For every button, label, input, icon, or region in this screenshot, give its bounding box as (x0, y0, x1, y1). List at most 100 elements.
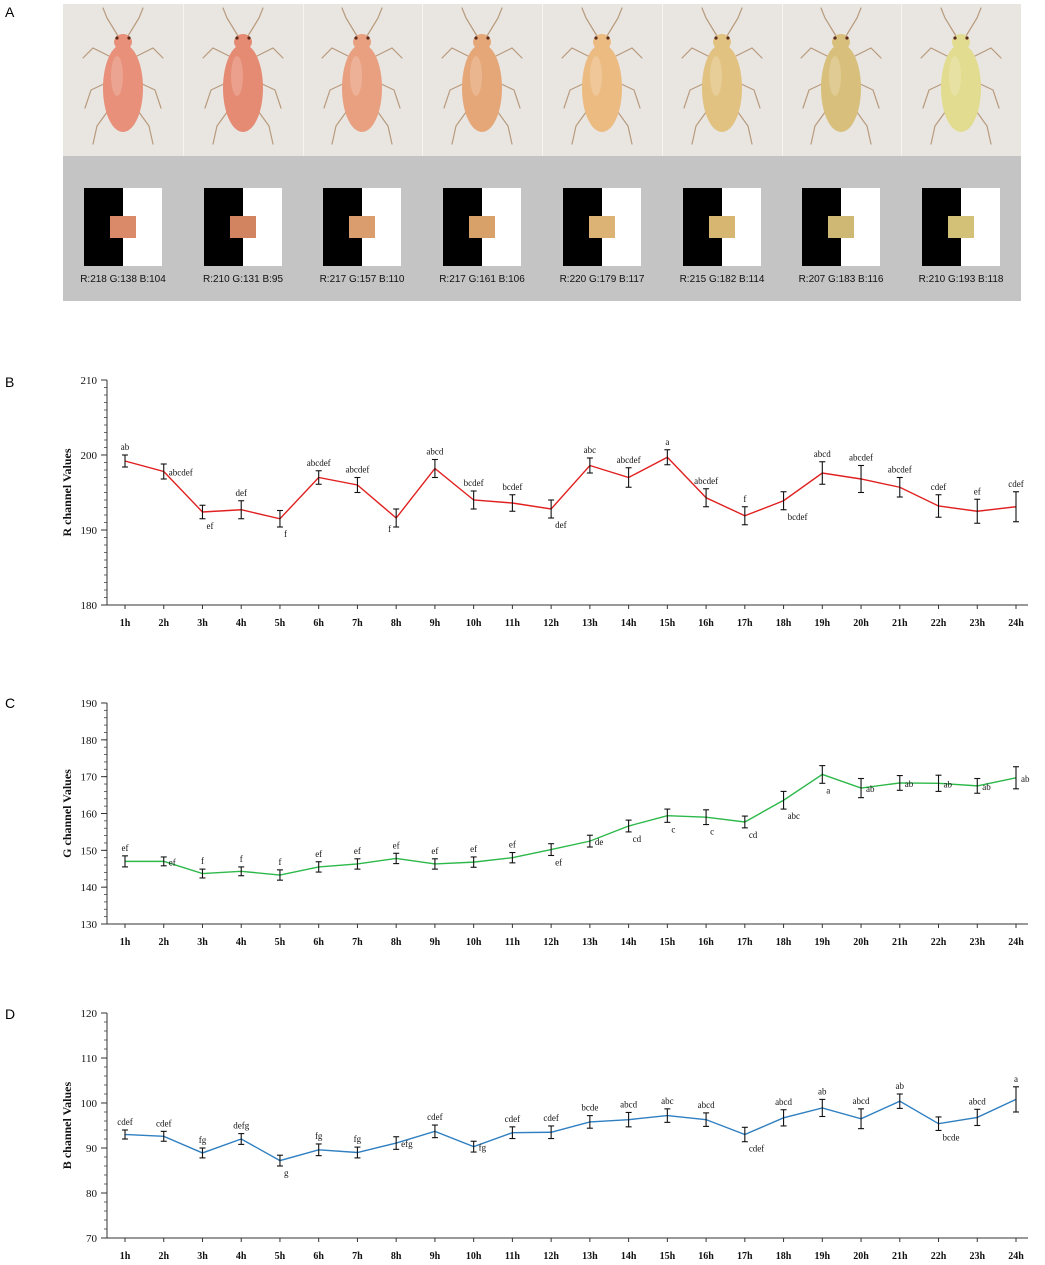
significance-letter: def (235, 488, 247, 498)
significance-letter: abcd (698, 1100, 715, 1110)
rgb-value-label: R:218 G:138 B:104 (80, 274, 166, 285)
significance-letter: cdef (749, 1144, 765, 1154)
y-tick-label: 120 (81, 1008, 98, 1020)
x-tick-label: 19h (815, 937, 831, 948)
y-axis-label: R channel Values (60, 448, 74, 536)
aphid-photo (662, 4, 782, 156)
x-tick-label: 21h (892, 937, 908, 948)
y-tick-label: 180 (81, 600, 98, 612)
x-tick-label: 1h (120, 937, 131, 948)
significance-letter: f (284, 529, 287, 539)
x-tick-label: 20h (853, 937, 869, 948)
rgb-value-label: R:220 G:179 B:117 (559, 274, 645, 285)
x-tick-label: 6h (313, 937, 324, 948)
significance-letter: efg (401, 1139, 413, 1149)
significance-letter: c (710, 827, 714, 837)
significance-letter: ef (354, 846, 361, 856)
y-tick-label: 110 (81, 1053, 98, 1065)
significance-letter: ef (431, 846, 438, 856)
significance-letter: ab (121, 442, 130, 452)
aphid-photo (542, 4, 662, 156)
color-sample (709, 216, 735, 238)
x-tick-label: 14h (621, 618, 637, 629)
significance-letter: ef (315, 849, 322, 859)
color-sample (110, 216, 136, 238)
x-tick-label: 8h (391, 618, 402, 629)
significance-letter: cdef (1008, 479, 1024, 489)
x-tick-label: 8h (391, 1251, 402, 1262)
aphid-photo (901, 4, 1021, 156)
color-swatch (84, 188, 162, 266)
y-tick-label: 100 (81, 1098, 98, 1110)
significance-letter: bcdef (502, 482, 522, 492)
significance-letter: cdef (156, 1118, 172, 1128)
rgb-value-label: R:207 G:183 B:116 (798, 274, 884, 285)
panel-label-a: A (5, 4, 15, 20)
x-tick-label: 7h (352, 937, 363, 948)
x-tick-label: 15h (660, 937, 676, 948)
x-tick-label: 9h (430, 1251, 441, 1262)
x-tick-label: 1h (120, 1251, 131, 1262)
y-axis-label: B channel Values (60, 1081, 74, 1169)
x-tick-label: 10h (466, 1251, 482, 1262)
significance-letter: fg (199, 1135, 207, 1145)
rgb-value-label: R:217 G:157 B:110 (319, 274, 405, 285)
x-tick-label: 2h (158, 618, 169, 629)
significance-letter: c (671, 824, 675, 834)
significance-letter: de (595, 837, 604, 847)
y-tick-label: 180 (81, 735, 98, 747)
significance-letter: ab (982, 782, 991, 792)
x-tick-label: 2h (158, 937, 169, 948)
series-line (124, 456, 1017, 520)
x-tick-label: 23h (969, 618, 985, 629)
significance-letter: abcd (620, 1099, 637, 1109)
significance-letter: abc (584, 445, 597, 455)
x-tick-label: 17h (737, 618, 753, 629)
significance-letter: abcdef (169, 468, 193, 478)
significance-letter: abcd (853, 1096, 870, 1106)
significance-letter: ef (555, 857, 562, 867)
significance-letter: ab (818, 1086, 827, 1096)
aphid-photo (183, 4, 303, 156)
x-tick-label: 15h (660, 1251, 676, 1262)
significance-letter: g (284, 1168, 289, 1178)
x-tick-label: 16h (698, 937, 714, 948)
significance-letter: ef (169, 857, 176, 867)
color-swatch (802, 188, 880, 266)
photo-divider (422, 4, 423, 156)
significance-letter: abcdef (888, 465, 912, 475)
significance-letter: cd (749, 830, 758, 840)
x-tick-label: 8h (391, 937, 402, 948)
x-tick-label: 2h (158, 1251, 169, 1262)
x-tick-label: 4h (236, 937, 247, 948)
r-channel-chart: 180 190 200 210 R channel Values 1h 2h 3h 4h 5h 6h… (60, 375, 1028, 629)
significance-letter: abc (788, 811, 801, 821)
x-tick-label: 17h (737, 937, 753, 948)
significance-letter: cdef (543, 1113, 559, 1123)
photo-divider (901, 4, 902, 156)
significance-letter: a (665, 437, 669, 447)
color-swatch (204, 188, 282, 266)
rgb-value-label: R:215 G:182 B:114 (679, 274, 765, 285)
significance-letter: cdef (931, 482, 947, 492)
x-tick-label: 24h (1008, 618, 1024, 629)
x-tick-label: 11h (505, 937, 520, 948)
significance-letter: abcd (814, 449, 831, 459)
color-swatch (563, 188, 641, 266)
significance-letter: def (555, 520, 567, 530)
aphid-photo (63, 4, 183, 156)
color-swatch (443, 188, 521, 266)
x-tick-label: 24h (1008, 1251, 1024, 1262)
significance-letter: abcdef (617, 455, 641, 465)
significance-letter: cd (633, 834, 642, 844)
photo-divider (183, 4, 184, 156)
x-tick-label: 21h (892, 1251, 908, 1262)
x-tick-label: 1h (120, 618, 131, 629)
y-tick-label: 150 (81, 845, 98, 857)
significance-letter: abcdef (345, 465, 369, 475)
x-tick-label: 10h (466, 618, 482, 629)
x-tick-label: 16h (698, 1251, 714, 1262)
significance-letter: f (388, 524, 391, 534)
photo-divider (542, 4, 543, 156)
significance-letter: fg (315, 1131, 323, 1141)
